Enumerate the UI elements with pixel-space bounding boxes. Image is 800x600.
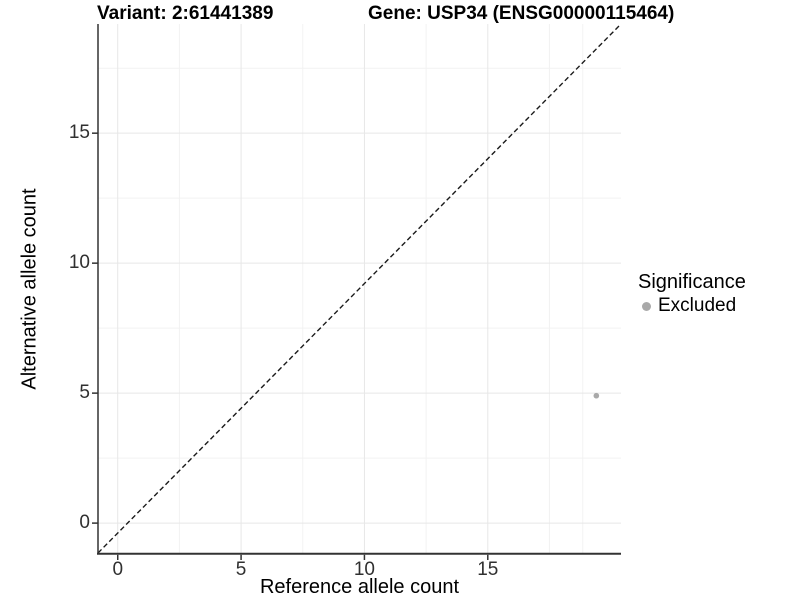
legend-item-excluded: Excluded	[638, 295, 746, 317]
y-tick-label: 0	[79, 512, 90, 534]
x-tick-label: 5	[235, 559, 247, 580]
x-tick-label: 15	[477, 559, 499, 580]
y-axis-title: Alternative allele count	[18, 188, 41, 390]
legend-item-label: Excluded	[658, 295, 737, 316]
data-point-excluded	[593, 392, 600, 399]
gene-title: Gene: USP34 (ENSG00000115464)	[368, 3, 675, 24]
x-axis-title: Reference allele count	[259, 576, 459, 598]
variant-title: Variant: 2:61441389	[97, 3, 274, 24]
y-tick-label: 5	[79, 382, 90, 404]
x-tick-label: 0	[112, 559, 124, 580]
x-tick-label: 10	[353, 559, 375, 580]
y-tick-label: 10	[68, 252, 90, 274]
legend-title: Significance	[638, 271, 746, 293]
y-tick-label: 15	[68, 122, 90, 144]
excluded-point-icon	[642, 301, 651, 311]
identity-dashed-line	[97, 23, 622, 554]
legend: Significance Excluded	[638, 271, 746, 317]
